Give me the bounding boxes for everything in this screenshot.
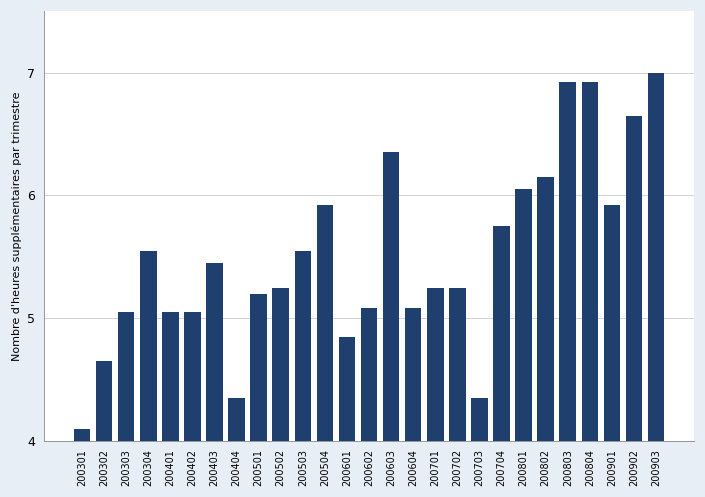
Bar (162, 312, 178, 441)
Bar (427, 288, 443, 441)
Bar (317, 205, 333, 441)
Bar (250, 294, 267, 441)
Bar (449, 288, 465, 441)
Bar (560, 83, 576, 441)
Bar (603, 205, 620, 441)
Bar (338, 336, 355, 441)
Bar (648, 73, 664, 441)
Bar (206, 263, 223, 441)
Bar (515, 189, 532, 441)
Bar (96, 361, 112, 441)
Bar (74, 429, 90, 441)
Bar (184, 312, 201, 441)
Bar (582, 83, 598, 441)
Bar (405, 309, 422, 441)
Bar (140, 250, 157, 441)
Y-axis label: Nombre d'heures supplémentaires par trimestre: Nombre d'heures supplémentaires par trim… (11, 91, 22, 361)
Bar (471, 398, 488, 441)
Bar (537, 177, 554, 441)
Bar (118, 312, 135, 441)
Bar (626, 115, 642, 441)
Bar (383, 153, 400, 441)
Bar (295, 250, 311, 441)
Bar (272, 288, 289, 441)
Bar (361, 309, 377, 441)
Bar (493, 226, 510, 441)
Bar (228, 398, 245, 441)
